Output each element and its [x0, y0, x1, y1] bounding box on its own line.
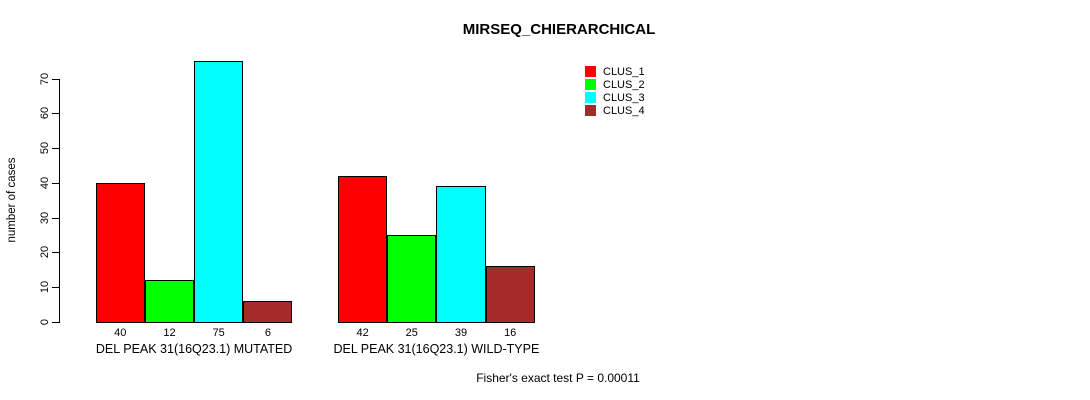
legend-swatch-icon [585, 92, 596, 103]
y-axis-tick [51, 217, 59, 219]
bar-value-label: 25 [405, 327, 418, 339]
y-axis-tick-label: 10 [39, 281, 51, 294]
bar-value-label: 75 [212, 327, 225, 339]
x-axis-group-label: DEL PEAK 31(16Q23.1) WILD-TYPE [333, 342, 540, 356]
legend-label: CLUS_2 [603, 78, 645, 91]
y-axis-tick [51, 252, 59, 254]
y-axis-tick [51, 113, 59, 115]
bar-clus_4-group1 [243, 301, 293, 323]
bar-clus_2-group1 [144, 280, 195, 323]
bar-value-label: 6 [264, 327, 271, 339]
y-axis-tick [51, 287, 59, 289]
bar-value-label: 16 [504, 327, 517, 339]
legend-item-clus_4: CLUS_4 [585, 104, 645, 117]
bar-value-label: 40 [114, 327, 127, 339]
legend-swatch-icon [585, 79, 596, 90]
bar-clus_4-group2 [485, 266, 535, 323]
bar-clus_1-group2 [338, 176, 388, 323]
legend-item-clus_1: CLUS_1 [585, 65, 645, 78]
bar-value-label: 39 [454, 327, 468, 339]
y-axis-tick-label: 60 [39, 107, 51, 120]
legend-label: CLUS_3 [603, 91, 645, 104]
y-axis-label: number of cases [6, 157, 18, 243]
y-axis-tick [51, 182, 59, 184]
y-axis-tick-label: 40 [39, 176, 51, 190]
x-axis-group-label: DEL PEAK 31(16Q23.1) MUTATED [95, 342, 293, 356]
y-axis-tick [51, 78, 59, 80]
bar-clus_3-group2 [436, 186, 486, 323]
stat-test-annotation: Fisher's exact test P = 0.00011 [476, 371, 640, 385]
chart-title: MIRSEQ_CHIERARCHICAL [462, 21, 656, 38]
bar-clus_3-group1 [194, 61, 244, 323]
legend-item-clus_2: CLUS_2 [585, 78, 645, 91]
bar-clus_1-group1 [95, 182, 145, 323]
y-axis-tick-label: 0 [39, 318, 51, 326]
y-axis-tick-label: 70 [39, 72, 51, 85]
legend-swatch-icon [585, 66, 596, 77]
y-axis-line [58, 78, 60, 323]
legend: CLUS_1 CLUS_2 CLUS_3 CLUS_4 [585, 65, 645, 117]
legend-label: CLUS_1 [603, 65, 645, 78]
y-axis-tick-label: 20 [39, 246, 51, 259]
legend-label: CLUS_4 [603, 104, 645, 117]
bar-value-label: 12 [163, 327, 176, 339]
y-axis-tick-label: 50 [39, 142, 51, 155]
y-axis-tick-label: 30 [39, 211, 51, 224]
y-axis-tick [51, 322, 59, 323]
bar-value-label: 42 [356, 327, 369, 339]
y-axis-tick [51, 148, 59, 150]
bar-clus_2-group2 [387, 235, 437, 323]
legend-item-clus_3: CLUS_3 [585, 91, 645, 104]
legend-swatch-icon [585, 105, 596, 116]
